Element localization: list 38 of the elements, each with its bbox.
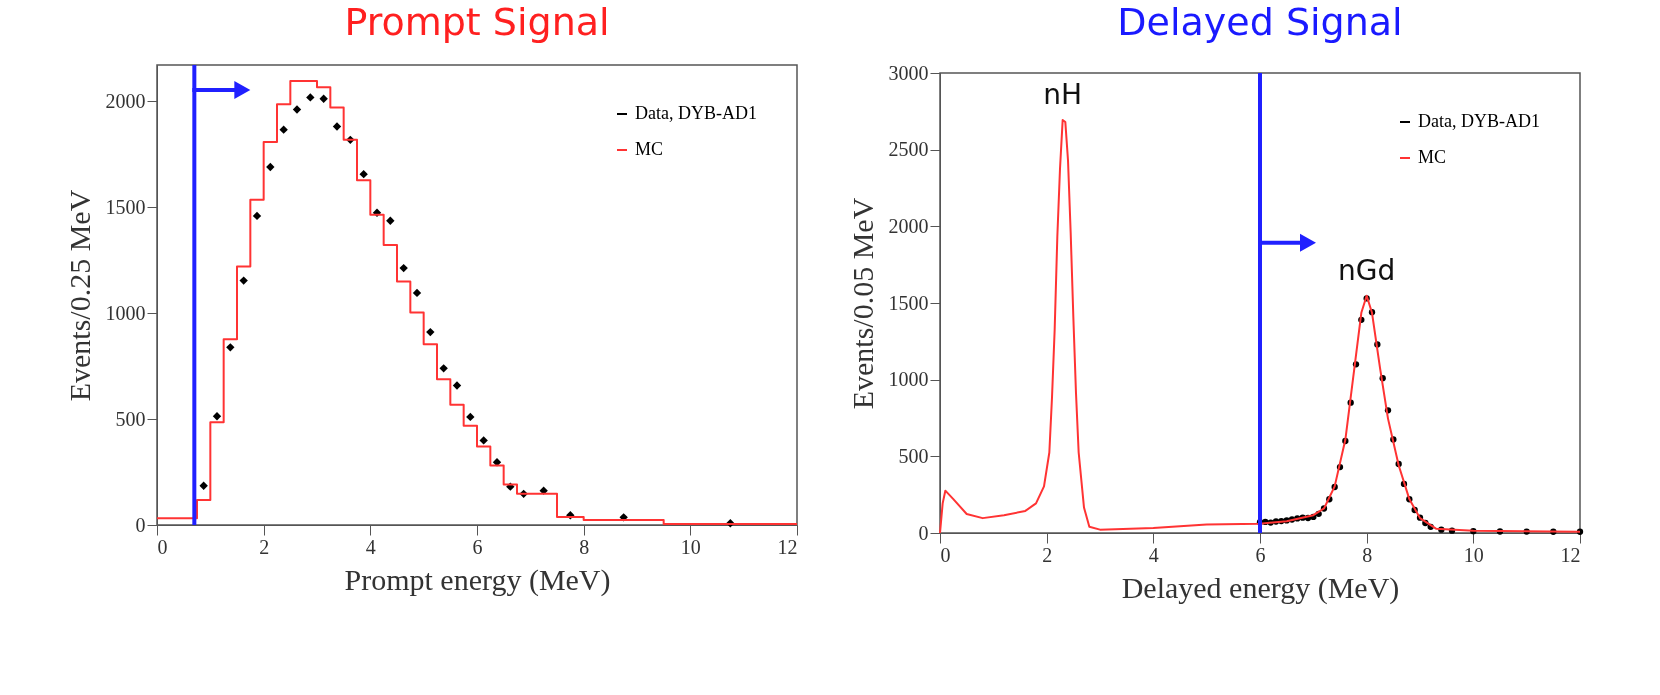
y-tick-label: 0	[918, 521, 929, 544]
y-tick-label: 0	[135, 513, 146, 536]
y-tick-label: 1500	[105, 195, 146, 218]
x-tick-label: 6	[1255, 543, 1266, 566]
x-tick-label: 4	[365, 535, 376, 558]
x-tick-label: 12	[777, 535, 798, 558]
annotation: nH	[1043, 78, 1083, 112]
x-tick-label: 8	[1362, 543, 1373, 566]
legend-label: MC	[635, 139, 664, 159]
y-tick-label: 1000	[105, 301, 146, 324]
y-tick-label: 2000	[105, 89, 146, 112]
x-tick-label: 0	[940, 543, 951, 566]
chart-title: Prompt Signal	[344, 0, 610, 44]
x-tick-label: 10	[1463, 543, 1484, 566]
x-tick-label: 4	[1148, 543, 1159, 566]
annotation: nGd	[1338, 253, 1396, 287]
y-axis-title: Events/0.25 MeV	[62, 189, 96, 402]
x-axis-title: Delayed energy (MeV)	[1121, 570, 1400, 605]
x-tick-label: 10	[680, 535, 701, 558]
y-tick-label: 500	[898, 444, 929, 467]
x-axis-title: Prompt energy (MeV)	[344, 562, 611, 597]
x-tick-label: 8	[579, 535, 590, 558]
x-tick-label: 6	[472, 535, 483, 558]
legend-label: Data, DYB-AD1	[1418, 111, 1540, 131]
x-tick-label: 2	[1042, 543, 1053, 566]
x-tick-label: 12	[1560, 543, 1581, 566]
y-tick-label: 1500	[888, 291, 929, 314]
legend-label: Data, DYB-AD1	[635, 103, 757, 123]
y-axis-title: Events/0.05 MeV	[845, 197, 879, 410]
y-tick-label: 500	[115, 407, 146, 430]
y-tick-label: 2000	[888, 214, 929, 237]
x-tick-label: 0	[157, 535, 168, 558]
chart-title: Delayed Signal	[1117, 0, 1403, 44]
y-tick-label: 3000	[888, 61, 929, 84]
y-tick-label: 2500	[888, 138, 929, 161]
legend-label: MC	[1418, 147, 1447, 167]
x-tick-label: 2	[259, 535, 270, 558]
y-tick-label: 1000	[888, 368, 929, 391]
